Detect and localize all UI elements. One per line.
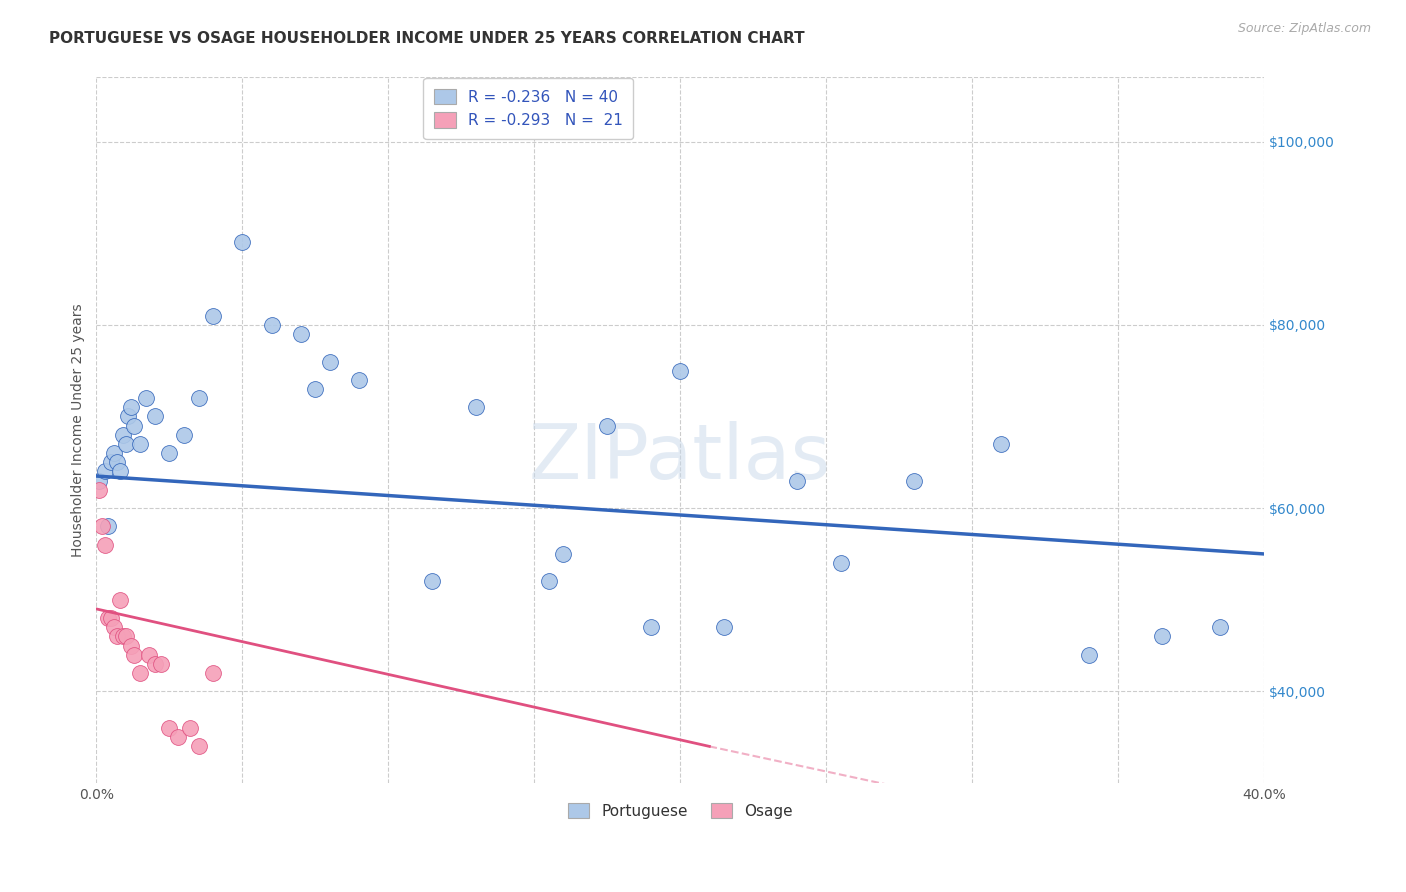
Point bbox=[100, 611, 122, 625]
Point bbox=[304, 382, 326, 396]
Point bbox=[138, 648, 160, 662]
Point bbox=[202, 666, 225, 681]
Point bbox=[103, 620, 125, 634]
Point bbox=[108, 465, 131, 479]
Point bbox=[260, 318, 283, 332]
Y-axis label: Householder Income Under 25 years: Householder Income Under 25 years bbox=[72, 303, 86, 557]
Point bbox=[89, 483, 111, 497]
Point bbox=[143, 657, 166, 671]
Point bbox=[114, 629, 136, 643]
Point bbox=[129, 437, 152, 451]
Point bbox=[105, 629, 128, 643]
Point bbox=[903, 474, 925, 488]
Point bbox=[187, 739, 209, 754]
Text: ZIPatlas: ZIPatlas bbox=[529, 421, 831, 495]
Point bbox=[114, 437, 136, 451]
Point bbox=[94, 538, 117, 552]
Legend: Portuguese, Osage: Portuguese, Osage bbox=[561, 797, 799, 825]
Point bbox=[89, 474, 111, 488]
Point bbox=[179, 721, 201, 735]
Point bbox=[464, 401, 486, 415]
Point bbox=[173, 427, 195, 442]
Point bbox=[120, 401, 142, 415]
Point bbox=[117, 409, 139, 424]
Point bbox=[537, 574, 560, 589]
Point bbox=[1150, 629, 1173, 643]
Point bbox=[669, 364, 692, 378]
Point bbox=[97, 611, 120, 625]
Point bbox=[129, 666, 152, 681]
Point bbox=[120, 639, 142, 653]
Point bbox=[1209, 620, 1232, 634]
Text: Source: ZipAtlas.com: Source: ZipAtlas.com bbox=[1237, 22, 1371, 36]
Point bbox=[553, 547, 575, 561]
Point bbox=[990, 437, 1012, 451]
Point bbox=[94, 465, 117, 479]
Point bbox=[105, 455, 128, 469]
Point bbox=[91, 519, 114, 533]
Point bbox=[202, 309, 225, 323]
Point bbox=[713, 620, 735, 634]
Point bbox=[111, 629, 134, 643]
Point bbox=[596, 418, 619, 433]
Point bbox=[157, 721, 180, 735]
Point bbox=[640, 620, 662, 634]
Point bbox=[786, 474, 808, 488]
Point bbox=[135, 391, 157, 405]
Point bbox=[157, 446, 180, 460]
Point bbox=[420, 574, 443, 589]
Point bbox=[124, 418, 146, 433]
Point bbox=[231, 235, 253, 250]
Point bbox=[100, 455, 122, 469]
Point bbox=[1077, 648, 1099, 662]
Point bbox=[830, 556, 852, 570]
Point bbox=[319, 354, 342, 368]
Point bbox=[187, 391, 209, 405]
Text: PORTUGUESE VS OSAGE HOUSEHOLDER INCOME UNDER 25 YEARS CORRELATION CHART: PORTUGUESE VS OSAGE HOUSEHOLDER INCOME U… bbox=[49, 31, 804, 46]
Point bbox=[290, 326, 312, 341]
Point bbox=[97, 519, 120, 533]
Point bbox=[149, 657, 172, 671]
Point bbox=[108, 592, 131, 607]
Point bbox=[103, 446, 125, 460]
Point bbox=[347, 373, 370, 387]
Point bbox=[167, 730, 190, 744]
Point bbox=[143, 409, 166, 424]
Point bbox=[124, 648, 146, 662]
Point bbox=[111, 427, 134, 442]
